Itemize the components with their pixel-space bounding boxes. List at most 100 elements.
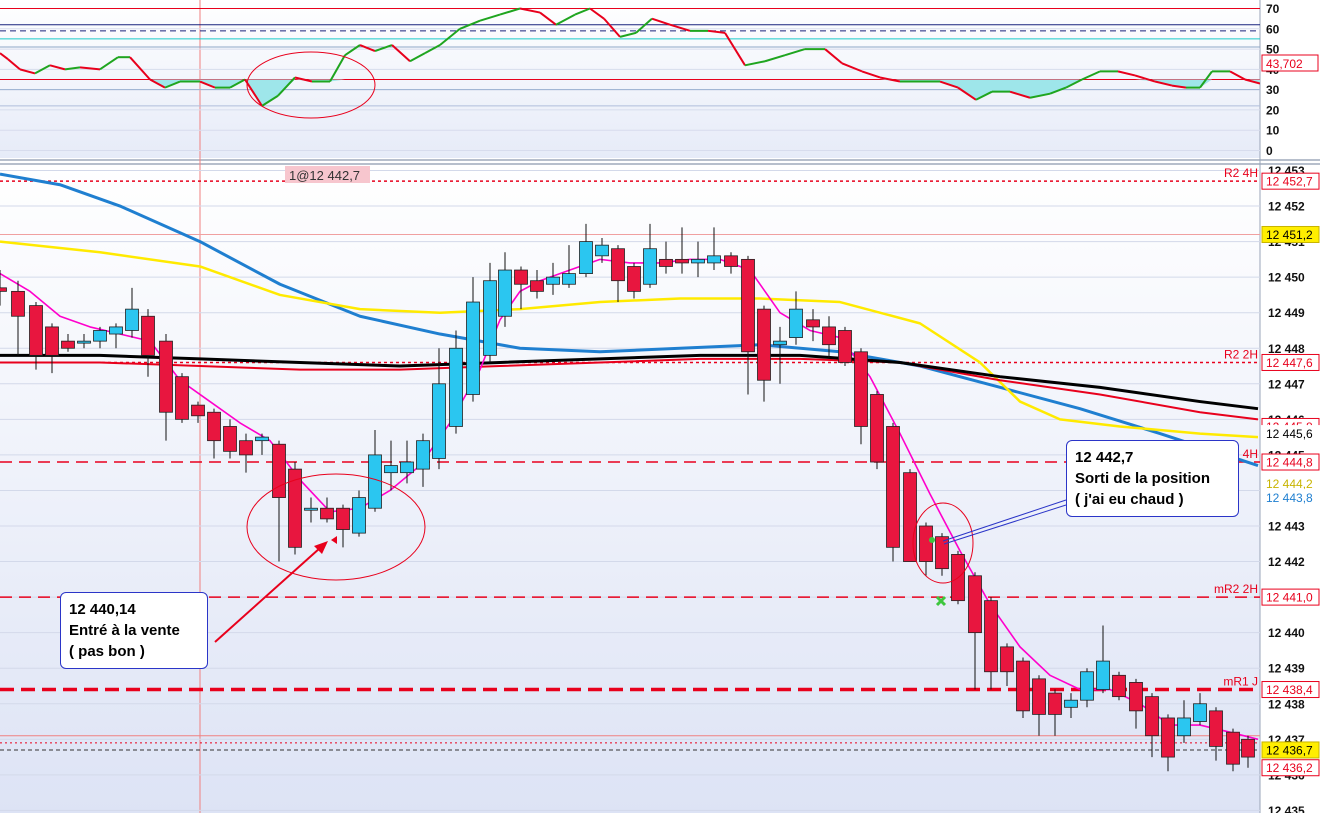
candle-down — [1226, 731, 1240, 765]
osc-line-segment — [149, 78, 166, 89]
candle-down — [159, 340, 173, 413]
candle-up — [400, 461, 414, 474]
candle-up — [562, 273, 576, 285]
price-axis-tick-label: 12 442 — [1268, 555, 1305, 569]
candle-down — [1016, 660, 1030, 712]
osc-line-segment — [1154, 80, 1173, 87]
candle-down — [207, 411, 221, 442]
osc-line-segment — [164, 80, 181, 89]
price-tag-bg — [1261, 453, 1320, 471]
candle-down — [288, 468, 302, 548]
osc-line-segment — [939, 80, 959, 89]
candle-down — [1161, 717, 1175, 758]
osc-line-segment — [479, 13, 501, 22]
price-axis-tick-label: 12 449 — [1268, 306, 1305, 320]
osc-line-segment — [589, 7, 605, 20]
osc-line-segment — [277, 76, 296, 97]
candle-down — [984, 600, 998, 673]
osc-line-segment — [1117, 70, 1136, 77]
price-tag: 12 441,0 — [1266, 591, 1313, 605]
osc-line-segment — [861, 70, 881, 79]
price-axis-tick-label: 12 438 — [1268, 697, 1305, 711]
osc-value-tag-bg — [1261, 54, 1319, 72]
osc-line-segment — [391, 44, 411, 62]
candle-down — [175, 376, 189, 420]
price-tag-bg — [1261, 741, 1320, 759]
osc-line-segment — [329, 54, 346, 83]
osc-line-segment — [99, 56, 119, 71]
osc-line-segment — [519, 7, 541, 14]
entry-arrow-head — [314, 541, 328, 554]
price-tag: 12 436,7 — [1266, 743, 1313, 757]
osc-line-segment — [707, 29, 726, 34]
candle-down — [320, 507, 334, 520]
candle-down — [11, 290, 25, 317]
candle-down — [29, 305, 43, 356]
candle-up — [416, 440, 430, 470]
price-tag-bg — [1261, 489, 1320, 507]
candle-down — [514, 269, 528, 285]
entry-description-label: Entré à la vente — [69, 622, 180, 639]
candle-down — [886, 426, 900, 548]
price-tag-bg — [1261, 353, 1320, 371]
osc-line-segment — [344, 44, 361, 56]
candle-down — [45, 326, 59, 356]
candle-down — [336, 507, 350, 530]
osc-line-segment — [841, 62, 863, 73]
candle-up — [595, 244, 609, 257]
candle-down — [191, 404, 205, 417]
osc-line-segment — [669, 23, 691, 32]
exit-highlight-ellipse — [912, 502, 974, 584]
candle-up — [579, 241, 593, 274]
osc-line-segment — [603, 17, 621, 38]
candle-down — [919, 525, 933, 562]
candle-down — [627, 266, 641, 292]
osc-line-segment — [49, 64, 66, 71]
candle-down — [968, 575, 982, 634]
candle-down — [1032, 678, 1046, 715]
osc-line-segment — [459, 19, 481, 30]
osc-line-segment — [79, 66, 101, 71]
pivot-level-label: mR1 J — [1223, 675, 1258, 689]
price-tag-bg — [1261, 588, 1320, 606]
price-axis-tick-label: 12 439 — [1268, 662, 1305, 676]
osc-line-segment — [635, 17, 653, 34]
osc-line-segment — [975, 90, 993, 101]
candle-down — [854, 351, 868, 427]
exit-connector-line — [942, 499, 1067, 542]
candle-up — [1080, 671, 1094, 701]
price-axis-tick-label: 12 443 — [1268, 520, 1305, 534]
osc-line-segment — [244, 78, 263, 107]
exit-connector-line — [943, 504, 1067, 545]
candle-up — [466, 301, 480, 395]
candle-up — [498, 269, 512, 317]
candle-up — [352, 497, 366, 534]
osc-axis-tick-label: 20 — [1266, 103, 1280, 117]
candle-down — [1209, 710, 1223, 747]
candle-down — [1112, 674, 1126, 698]
candle-down — [1048, 692, 1062, 715]
ma-red-line — [0, 357, 1259, 421]
candle-up — [789, 308, 803, 338]
candle-down — [141, 315, 155, 356]
candle-down — [870, 394, 884, 463]
osc-line-segment — [784, 48, 806, 57]
entry-marker — [331, 536, 337, 544]
order-label-bg — [285, 166, 370, 183]
osc-line-segment — [1134, 74, 1156, 83]
osc-axis-tick-label: 0 — [1266, 144, 1273, 158]
osc-line-segment — [0, 52, 9, 61]
price-tag: 12 443,8 — [1266, 491, 1313, 505]
price-axis-tick-label: 12 447 — [1268, 377, 1305, 391]
candle-up — [1064, 699, 1078, 708]
price-axis-tick-label: 12 452 — [1268, 200, 1305, 214]
osc-line-segment — [957, 86, 977, 101]
entry-arrow-line — [214, 547, 321, 643]
candle-down — [724, 255, 738, 267]
candle-up — [255, 436, 269, 442]
osc-line-segment — [1229, 70, 1246, 81]
candle-down — [838, 330, 852, 363]
price-tag-bg — [1261, 225, 1320, 243]
osc-line-segment — [619, 31, 637, 38]
entry-highlight-ellipse — [246, 473, 426, 581]
